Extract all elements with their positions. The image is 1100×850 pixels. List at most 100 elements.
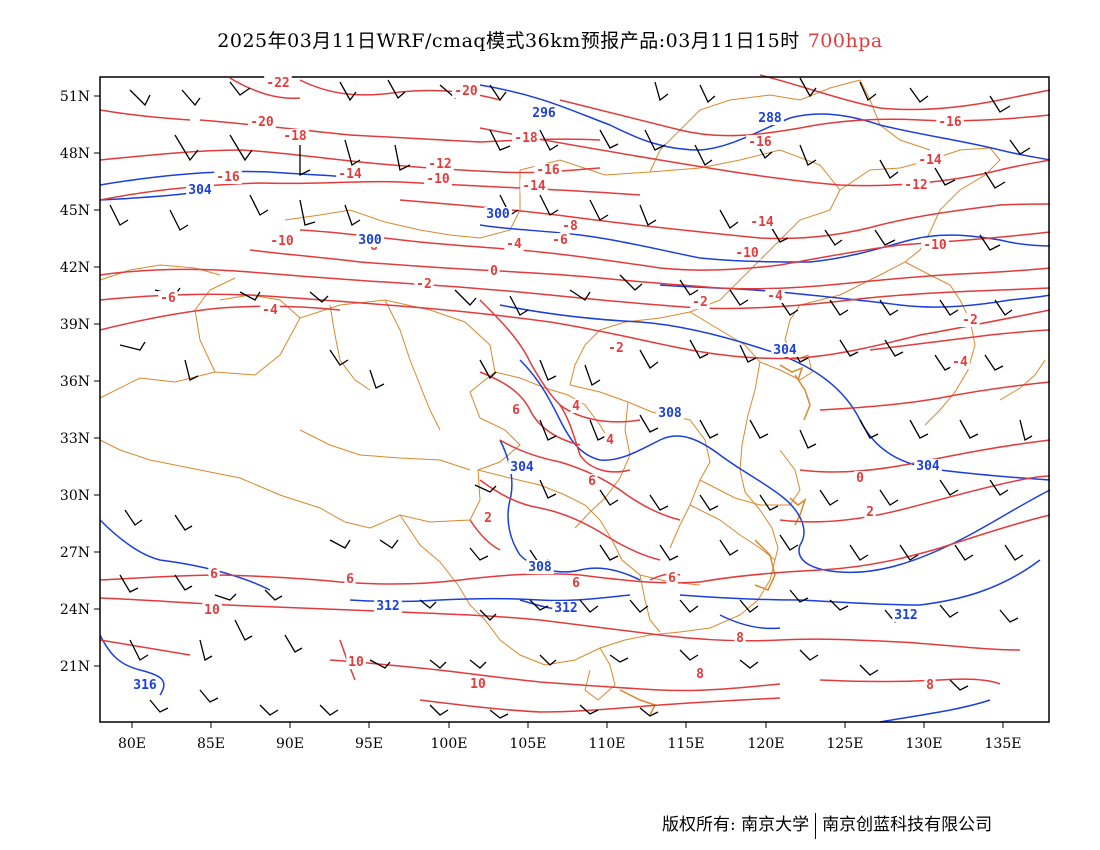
contour-label-background bbox=[666, 571, 678, 585]
temperature-label: -4 bbox=[767, 289, 783, 304]
contour-label-background bbox=[746, 135, 774, 149]
lon-label: 110E bbox=[589, 736, 626, 752]
temperature-label: 6 bbox=[588, 474, 596, 489]
contour-label-background bbox=[281, 129, 309, 143]
lat-axis-labels: 51N 48N 45N 42N 39N 36N 33N 30N 27N 24N … bbox=[60, 89, 90, 675]
height-label: 300 bbox=[358, 233, 382, 248]
temperature-label: -20 bbox=[250, 115, 274, 130]
contour-label-background bbox=[452, 84, 480, 98]
lon-label: 95E bbox=[355, 736, 383, 752]
temperature-label: -20 bbox=[454, 84, 478, 99]
map-title: 2025年03月11日WRF/cmaq模式36km预报产品:03月11日15时 7… bbox=[0, 26, 1100, 53]
temperature-label: -10 bbox=[923, 238, 947, 253]
footer-divider bbox=[815, 812, 817, 839]
contour-label-background bbox=[604, 433, 616, 447]
temperature-label: -14 bbox=[750, 215, 774, 230]
lon-label: 90E bbox=[276, 736, 304, 752]
temperature-label: -12 bbox=[904, 178, 927, 193]
contour-label-background bbox=[921, 238, 949, 252]
lon-label: 125E bbox=[827, 736, 864, 752]
height-label: 304 bbox=[510, 460, 534, 475]
contour-label-background bbox=[756, 111, 784, 125]
contour-label-background bbox=[186, 183, 214, 197]
temperature-label: 10 bbox=[348, 655, 364, 670]
contour-label-background bbox=[344, 572, 356, 586]
lat-label: 48N bbox=[60, 146, 90, 162]
temperature-label: 0 bbox=[856, 471, 864, 486]
lat-label: 27N bbox=[60, 545, 90, 561]
contour-label-background bbox=[512, 131, 540, 145]
contour-label-background bbox=[414, 277, 434, 291]
contour-label-background bbox=[202, 603, 222, 617]
lat-label: 24N bbox=[60, 602, 90, 618]
temperature-label: -10 bbox=[426, 172, 450, 187]
height-label: 316 bbox=[133, 678, 157, 693]
temperature-label: -2 bbox=[416, 277, 432, 292]
temperature-label: -4 bbox=[952, 355, 968, 370]
contour-label-background bbox=[504, 237, 524, 251]
contour-label-background bbox=[508, 460, 536, 474]
contour-label-background bbox=[510, 403, 522, 417]
contour-label-background bbox=[892, 608, 920, 622]
contour-label-background bbox=[482, 511, 494, 525]
lat-label: 51N bbox=[60, 89, 90, 105]
temperature-label: -2 bbox=[962, 313, 978, 328]
lon-label: 80E bbox=[118, 736, 146, 752]
contour-label-background bbox=[916, 153, 944, 167]
height-label: 304 bbox=[773, 343, 797, 358]
temperature-label: -12 bbox=[428, 157, 451, 172]
temperature-label: 6 bbox=[512, 403, 520, 418]
title-text: 2025年03月11日WRF/cmaq模式36km预报产品:03月11日15时 bbox=[217, 30, 800, 52]
contour-label-background bbox=[690, 295, 710, 309]
lon-label: 130E bbox=[906, 736, 943, 752]
temperature-label: -16 bbox=[536, 163, 560, 178]
temperature-label: -16 bbox=[938, 115, 962, 130]
lon-label: 105E bbox=[510, 736, 547, 752]
coastline-islands bbox=[619, 364, 811, 716]
contour-label-background bbox=[484, 207, 512, 221]
contour-label-background bbox=[526, 560, 554, 574]
contour-label-background bbox=[468, 677, 488, 691]
temperature-label: -4 bbox=[506, 237, 522, 252]
height-label: 300 bbox=[486, 207, 510, 222]
temperature-label: 6 bbox=[346, 572, 354, 587]
lon-label: 115E bbox=[668, 736, 705, 752]
contour-label-background bbox=[374, 599, 402, 613]
height-contours bbox=[99, 84, 1051, 723]
wind-barbs bbox=[109, 77, 1033, 719]
contour-label-background bbox=[336, 167, 364, 181]
height-label: 308 bbox=[528, 560, 552, 575]
contour-label-background bbox=[346, 655, 366, 669]
contour-label-background bbox=[158, 291, 178, 305]
temperature-label: -4 bbox=[262, 303, 278, 318]
temperature-label: -22 bbox=[266, 76, 289, 91]
contour-label-background bbox=[734, 631, 746, 645]
temperature-label: 4 bbox=[606, 433, 614, 448]
temperature-label: -16 bbox=[748, 135, 772, 150]
contour-label-background bbox=[131, 678, 159, 692]
temperature-label: 6 bbox=[572, 576, 580, 591]
lat-label: 42N bbox=[60, 260, 90, 276]
height-label: 304 bbox=[916, 459, 940, 474]
contour-label-background bbox=[550, 233, 570, 247]
contour-label-background bbox=[356, 233, 384, 247]
temperature-label: 4 bbox=[572, 399, 580, 414]
temperature-label: -10 bbox=[735, 246, 759, 261]
contour-label-background bbox=[586, 474, 598, 488]
contour-label-background bbox=[748, 215, 776, 229]
temperature-label: 8 bbox=[926, 678, 934, 693]
height-label: 312 bbox=[376, 599, 399, 614]
lat-label: 33N bbox=[60, 431, 90, 447]
contour-label-background bbox=[248, 115, 276, 129]
height-label: 312 bbox=[554, 601, 577, 616]
contour-label-background bbox=[488, 264, 500, 278]
temperature-label: 2 bbox=[866, 505, 874, 520]
contour-label-background bbox=[864, 505, 876, 519]
lon-label: 85E bbox=[197, 736, 225, 752]
lat-label: 39N bbox=[60, 317, 90, 333]
temperature-label: -6 bbox=[160, 291, 176, 306]
map-frame bbox=[99, 76, 1050, 723]
temperature-label: 8 bbox=[736, 631, 744, 646]
temperature-label: -14 bbox=[338, 167, 362, 182]
contour-label-background bbox=[656, 406, 684, 420]
